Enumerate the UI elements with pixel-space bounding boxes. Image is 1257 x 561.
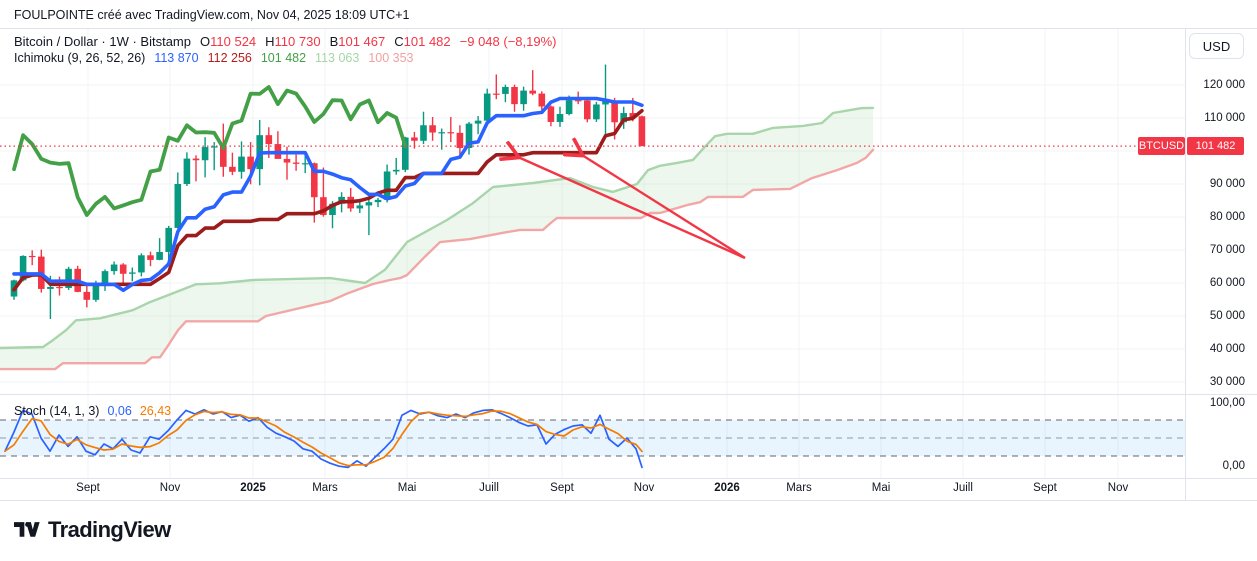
symbol-price-flag: BTCUSD	[1138, 137, 1185, 155]
symbol-title: Bitcoin / Dollar · 1W · Bitstamp	[14, 34, 191, 49]
tradingview-logo[interactable]: TradingView	[14, 517, 171, 543]
price-axis-label: 60 000	[1209, 277, 1245, 289]
close-value: C101 482	[394, 34, 451, 49]
time-axis-label: 2026	[714, 482, 740, 494]
time-axis-label: Mars	[312, 482, 338, 494]
currency-usd-button[interactable]: USD	[1189, 33, 1244, 59]
price-axis[interactable]: 120 000 110 000 90 000 80 000 70 000 60 000 50…	[1185, 28, 1257, 478]
time-axis-label: Nov	[159, 482, 181, 494]
price-axis-label: 70 000	[1209, 244, 1245, 256]
price-axis-label: 50 000	[1209, 310, 1245, 322]
last-price-label: 101 482	[1187, 137, 1244, 155]
price-axis-label: 40 000	[1209, 343, 1245, 355]
price-axis-label: 30 000	[1209, 376, 1245, 388]
ichimoku-conversion-value: 113 870	[154, 51, 199, 65]
open-value: O110 524	[200, 34, 257, 49]
axis-divider	[1185, 28, 1186, 500]
low-value: B101 467	[329, 34, 386, 49]
time-axis-label: Nov	[1107, 482, 1129, 494]
stoch-title: Stoch (14, 1, 3)	[14, 404, 100, 418]
time-axis-label: Sept	[550, 482, 574, 494]
time-axis[interactable]: Sept Nov 2025 Mars Mai Juill Sept Nov 2026 Mars Ma…	[0, 479, 1185, 500]
timeaxis-divider	[0, 478, 1257, 479]
page-title: FOULPOINTE créé avec TradingView.com, No…	[14, 8, 410, 22]
time-axis-label: Mai	[397, 482, 417, 494]
tradingview-logo-icon	[14, 522, 40, 537]
time-axis-label: 2025	[240, 482, 266, 494]
footer-divider	[0, 500, 1257, 501]
stoch-d-value: 26,43	[139, 404, 172, 418]
ichimoku-lead1-value: 113 063	[315, 51, 360, 65]
time-axis-label: Juill	[953, 482, 973, 494]
time-axis-label: Juill	[479, 482, 499, 494]
time-axis-label: Nov	[633, 482, 655, 494]
price-axis-label: 0,00	[1222, 460, 1245, 472]
pane-divider[interactable]	[0, 394, 1257, 395]
high-value: H110 730	[265, 34, 321, 49]
price-axis-label: 110 000	[1204, 112, 1245, 124]
price-axis-label: 120 000	[1203, 79, 1245, 91]
header-divider	[0, 28, 1257, 29]
change-value: −9 048 (−8,19%)	[459, 34, 557, 49]
ichimoku-lagging-value: 101 482	[260, 51, 307, 65]
stoch-k-value: 0,06	[107, 404, 132, 418]
time-axis-label: Sept	[1033, 482, 1057, 494]
time-axis-label: Mai	[871, 482, 891, 494]
price-axis-label: 90 000	[1209, 178, 1245, 190]
price-axis-label: 80 000	[1209, 211, 1245, 223]
ichimoku-lead2-value: 100 353	[368, 51, 414, 65]
ichimoku-legend[interactable]: Ichimoku (9, 26, 52, 26) 113 870 112 256…	[14, 51, 414, 65]
ichimoku-title: Ichimoku (9, 26, 52, 26)	[14, 51, 146, 65]
time-axis-label: Mars	[786, 482, 812, 494]
tradingview-logo-text: TradingView	[48, 517, 171, 542]
price-axis-label: 100,00	[1209, 397, 1245, 409]
symbol-legend[interactable]: Bitcoin / Dollar · 1W · Bitstamp O110 52…	[14, 34, 557, 49]
ichimoku-base-value: 112 256	[207, 51, 252, 65]
time-axis-label: Sept	[76, 482, 100, 494]
stoch-legend[interactable]: Stoch (14, 1, 3) 0,06 26,43	[14, 404, 171, 418]
